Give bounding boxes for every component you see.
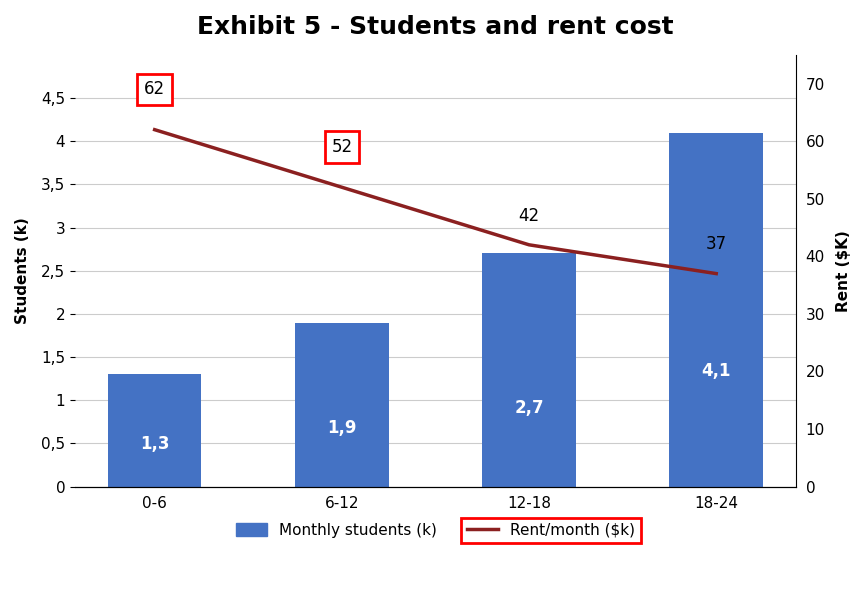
Bar (482, 254, 576, 487)
Y-axis label: Students (k): Students (k) (15, 217, 30, 324)
Text: 1,9: 1,9 (327, 419, 357, 437)
Text: 52: 52 (332, 138, 352, 156)
Text: 4,1: 4,1 (701, 362, 731, 381)
Bar (669, 133, 763, 487)
Text: 37: 37 (706, 235, 727, 254)
Bar (108, 375, 202, 487)
Text: 62: 62 (144, 80, 165, 98)
Title: Exhibit 5 - Students and rent cost: Exhibit 5 - Students and rent cost (197, 15, 674, 39)
Text: 1,3: 1,3 (140, 435, 170, 453)
Bar (295, 322, 389, 487)
Text: 2,7: 2,7 (514, 398, 544, 417)
Y-axis label: Rent ($K): Rent ($K) (836, 230, 851, 311)
Text: 42: 42 (519, 207, 540, 225)
Legend: Monthly students (k), Rent/month ($k): Monthly students (k), Rent/month ($k) (229, 516, 641, 544)
